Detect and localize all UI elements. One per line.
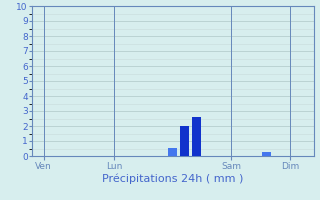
- Bar: [262, 152, 271, 156]
- X-axis label: Précipitations 24h ( mm ): Précipitations 24h ( mm ): [102, 173, 244, 184]
- Bar: [168, 148, 178, 156]
- Bar: [192, 117, 201, 156]
- Bar: [180, 126, 189, 156]
